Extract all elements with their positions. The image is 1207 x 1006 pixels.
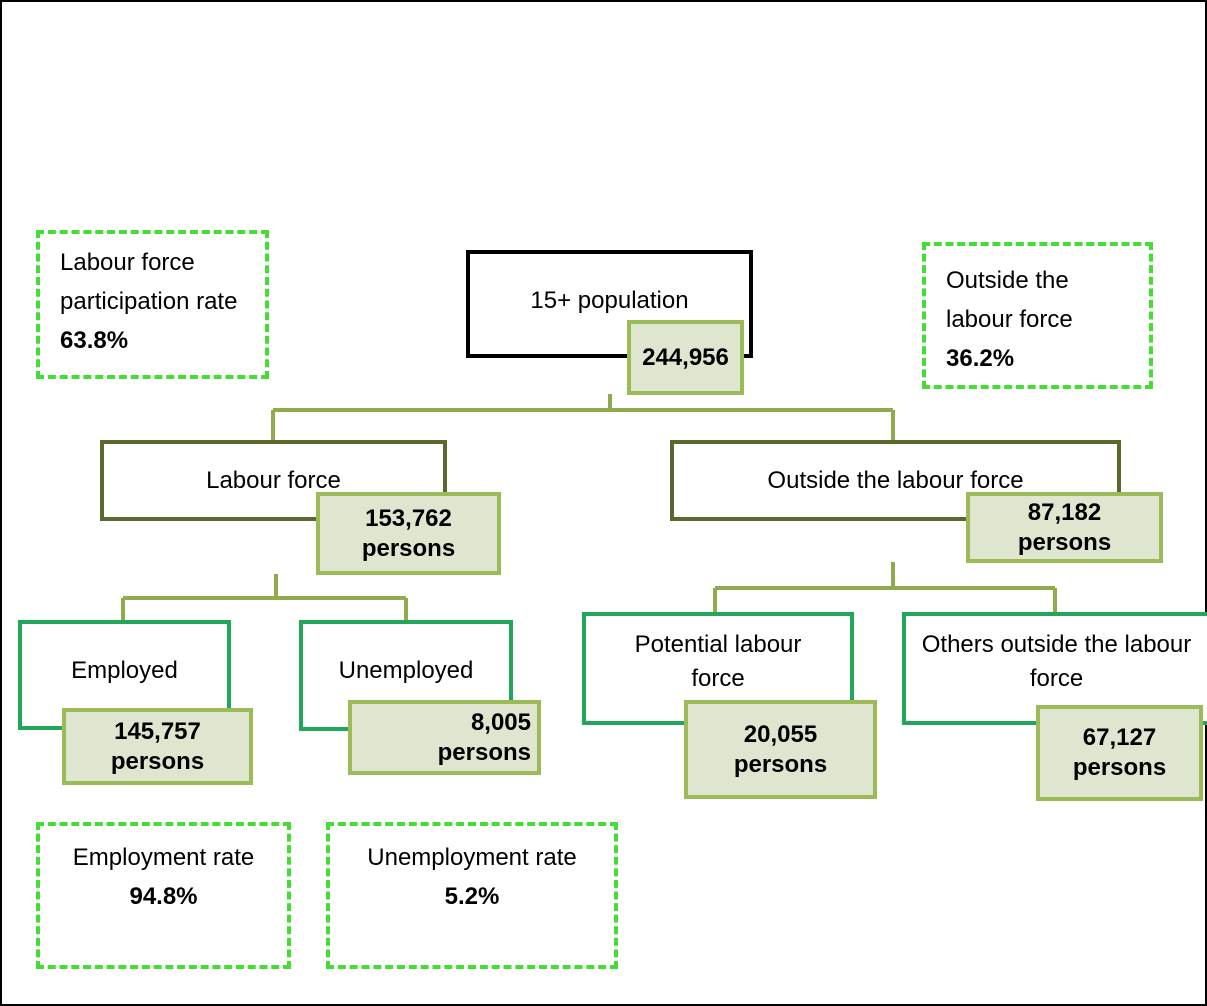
node-value: 244,956 — [642, 343, 729, 371]
connector — [121, 574, 408, 620]
node-value: 20,055 — [743, 720, 818, 748]
rate-box: Outside the labour force 36.2% — [922, 242, 1153, 389]
node-label: Others outside the labour force — [921, 631, 1192, 692]
node-unit: persons — [437, 738, 531, 766]
connector — [713, 562, 1057, 612]
node-label: Employed — [71, 657, 178, 684]
value-box: 87,182 persons — [966, 492, 1163, 563]
node-label: Labour force — [206, 467, 341, 494]
node-unit: persons — [1017, 528, 1112, 556]
rate-value: 94.8% — [129, 883, 198, 910]
rate-box: Employment rate 94.8% — [36, 822, 291, 969]
rate-value: 5.2% — [444, 883, 500, 910]
node-label: Unemployed — [338, 657, 474, 684]
value-box: 20,055 persons — [684, 700, 877, 799]
rate-label: Outside the labour force — [946, 267, 1073, 333]
node-label: 15+ population — [530, 287, 689, 314]
rate-label: Employment rate — [72, 844, 255, 871]
node-value: 153,762 — [365, 504, 452, 532]
rate-value: 63.8% — [60, 327, 129, 354]
rate-box: Unemployment rate 5.2% — [326, 822, 618, 969]
node-unit: persons — [733, 750, 828, 778]
connector — [271, 394, 895, 440]
node-value: 67,127 — [1082, 724, 1157, 751]
value-box: 67,127 persons — [1036, 705, 1203, 801]
node-unit: persons — [110, 747, 205, 775]
node-value: 8,005 — [470, 708, 531, 736]
node-unit: persons — [361, 534, 456, 562]
node-label: Outside the labour force — [767, 467, 1024, 494]
rate-box: Labour force participation rate 63.8% — [36, 230, 269, 379]
value-box: 145,757 persons — [62, 708, 253, 785]
value-box: 244,956 — [627, 320, 744, 395]
node-value: 87,182 — [1027, 498, 1102, 526]
rate-value: 36.2% — [946, 345, 1015, 372]
node-box: 15+ population — [466, 250, 753, 358]
value-box: 8,005 persons — [348, 700, 541, 775]
node-label: Potential labour force — [634, 631, 802, 692]
rate-label: Unemployment rate — [367, 844, 577, 871]
value-box: 153,762 persons — [316, 492, 501, 575]
rate-label: Labour force participation rate — [60, 249, 238, 315]
node-value: 145,757 — [114, 717, 201, 745]
node-unit: persons — [1072, 754, 1167, 781]
